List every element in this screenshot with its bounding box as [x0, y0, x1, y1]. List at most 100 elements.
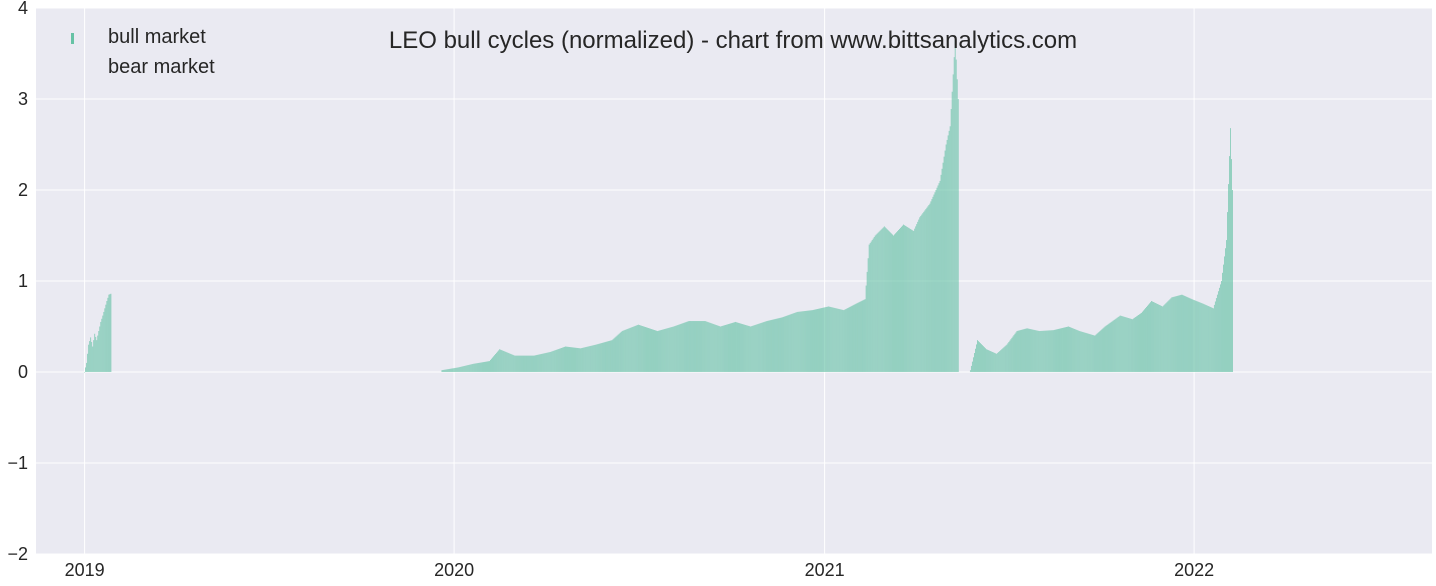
bull-bar — [1083, 332, 1085, 372]
bull-bar — [611, 340, 613, 372]
bull-bar — [1141, 312, 1142, 372]
bull-bar — [808, 310, 810, 372]
bull-bar — [1073, 328, 1075, 372]
bull-bar — [973, 353, 975, 372]
bull-bar — [599, 343, 601, 372]
bull-bar — [834, 307, 836, 372]
bull-bar — [675, 325, 677, 372]
bull-bar — [950, 109, 952, 372]
bull-bar — [624, 329, 626, 372]
bull-bar — [1199, 302, 1201, 372]
bull-bar — [941, 168, 943, 372]
bull-bar — [1076, 329, 1078, 372]
bull-bar — [778, 318, 780, 372]
bull-bar — [888, 231, 890, 372]
bull-bar — [475, 363, 477, 372]
bull-bar — [903, 224, 904, 372]
bull-bar — [770, 320, 772, 372]
bull-bar — [813, 309, 814, 372]
bull-bar — [1133, 317, 1135, 372]
bull-bar — [1001, 349, 1003, 372]
bull-bar — [634, 325, 636, 372]
bull-bar — [955, 59, 957, 373]
bull-bar — [621, 331, 623, 372]
bull-bar — [773, 319, 775, 372]
bull-bar — [1019, 330, 1021, 372]
bull-bar — [1190, 298, 1192, 372]
bull-bar — [678, 324, 680, 372]
bull-bar — [1097, 332, 1099, 372]
bull-bar — [1213, 304, 1215, 372]
bull-bar — [110, 293, 112, 372]
bull-bar — [844, 309, 846, 372]
bull-bar — [852, 305, 854, 372]
bull-bar — [459, 366, 461, 372]
bull-bar — [513, 355, 515, 372]
bull-bar — [542, 353, 544, 372]
bull-bar — [929, 203, 931, 372]
bull-bar — [85, 367, 87, 372]
bull-bar — [1161, 305, 1163, 372]
bull-bar — [824, 307, 826, 372]
bull-bar — [884, 227, 886, 372]
bull-bar — [917, 221, 919, 372]
bull-bar — [1167, 301, 1169, 372]
bull-bar — [1212, 308, 1214, 372]
bull-bar — [1124, 317, 1126, 372]
bull-bar — [803, 311, 805, 372]
bull-bar — [1106, 325, 1108, 372]
bull-bar — [460, 366, 462, 372]
bull-bar — [1096, 333, 1098, 372]
bull-bar — [575, 347, 577, 372]
bull-bar — [507, 352, 509, 372]
bull-bar — [686, 321, 688, 372]
bull-bar — [478, 362, 480, 372]
bull-bar — [990, 351, 992, 372]
bull-bar — [751, 326, 753, 372]
bull-bar — [1025, 328, 1027, 372]
bull-bar — [1178, 295, 1180, 372]
bull-bar — [699, 321, 701, 372]
bull-bar — [912, 230, 914, 372]
bull-bar — [937, 185, 939, 372]
bull-bar — [1044, 330, 1046, 372]
bull-bar — [781, 317, 783, 372]
bull-bar — [789, 314, 791, 372]
bull-bar — [561, 347, 563, 372]
bull-bar — [697, 321, 699, 372]
bull-bar — [934, 192, 936, 372]
bull-bar — [1221, 281, 1222, 372]
bull-bar — [535, 355, 537, 372]
bull-bar — [775, 318, 777, 372]
bull-bar — [1108, 323, 1110, 372]
bull-bar — [657, 331, 658, 372]
legend-marker-bull — [71, 33, 74, 44]
bull-bar — [818, 308, 819, 372]
bull-bar — [849, 306, 851, 372]
bull-bar — [482, 362, 483, 372]
bull-bar — [573, 347, 574, 372]
bull-bar — [476, 363, 478, 372]
bull-bar — [769, 320, 771, 372]
bull-bar — [544, 353, 546, 372]
bull-bar — [1067, 326, 1068, 372]
bull-bar — [981, 344, 982, 372]
bull-bar — [689, 321, 691, 372]
bull-bar — [583, 347, 585, 372]
bull-bar — [862, 300, 864, 372]
bull-bar — [805, 310, 807, 372]
bull-bar — [1205, 305, 1207, 372]
bull-bar — [1145, 308, 1146, 372]
bull-bar — [486, 361, 487, 372]
bull-bar — [448, 368, 450, 372]
bull-bar — [608, 341, 610, 372]
bull-bar — [509, 353, 511, 372]
bull-bar — [558, 348, 560, 372]
bull-bar — [618, 333, 620, 372]
bull-bar — [747, 325, 749, 372]
bull-bar — [913, 230, 915, 372]
bull-bar — [989, 350, 991, 372]
bull-bar — [551, 351, 553, 372]
bull-bar — [872, 238, 874, 372]
bull-bar — [1198, 302, 1200, 372]
